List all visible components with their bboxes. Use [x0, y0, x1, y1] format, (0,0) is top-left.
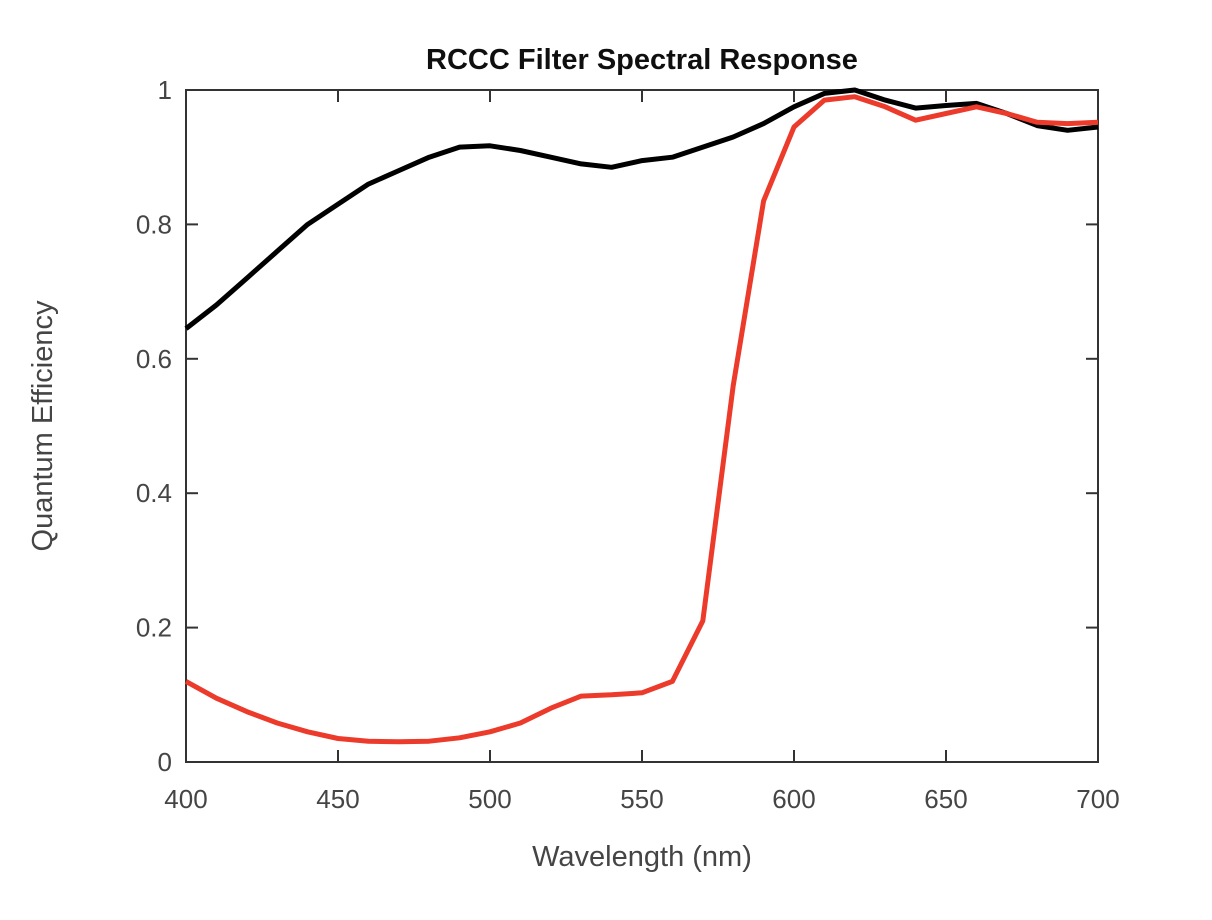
y-axis-label: Quantum Efficiency	[27, 300, 59, 551]
y-tick-label: 0.4	[136, 478, 172, 508]
y-tick-label: 1	[158, 75, 172, 105]
x-axis-label: Wavelength (nm)	[532, 841, 752, 873]
x-tick-label: 550	[620, 784, 663, 814]
plot-area: 400 450 500 550 600 650 700 0 0.2 0.4 0.6 0.8 1	[136, 75, 1120, 814]
x-tick-label: 450	[316, 784, 359, 814]
y-tick-label: 0	[158, 747, 172, 777]
x-tick-label: 700	[1076, 784, 1119, 814]
axes-box	[185, 89, 1099, 763]
x-tick-label: 500	[468, 784, 511, 814]
y-tick-label: 0.8	[136, 209, 172, 239]
x-tick-label: 600	[772, 784, 815, 814]
series-line-red-channel	[184, 94, 1099, 745]
chart-title: RCCC Filter Spectral Response	[426, 44, 858, 76]
y-tick-label: 0.2	[136, 613, 172, 643]
x-tick-label: 400	[164, 784, 207, 814]
y-tick-label: 0.6	[136, 344, 172, 374]
series-line-clear-channel	[184, 87, 1099, 331]
x-tick-label: 650	[924, 784, 967, 814]
